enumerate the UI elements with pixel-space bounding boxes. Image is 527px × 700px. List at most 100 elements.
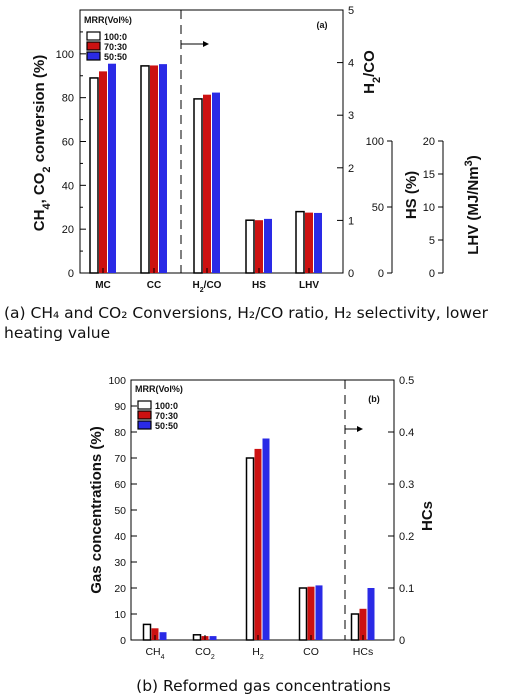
b-panel-label: (b) (368, 394, 380, 404)
b-right-tick-label: 0.4 (399, 427, 414, 439)
b-right-tick-label: 0.5 (399, 375, 414, 387)
b-right-tick-label: 0 (399, 635, 405, 647)
caption-a: (a) CH₄ and CO₂ Conversions, H₂/CO ratio… (4, 304, 488, 342)
a-right1-tick-label: 3 (348, 110, 354, 122)
a-left-tick-label: 80 (62, 93, 74, 105)
b-legend-label-3: 50:50 (155, 421, 178, 431)
b-right-tick-label: 0.2 (399, 531, 414, 543)
b-bar-co2-1 (192, 634, 202, 641)
b-legend-title: MRR(Vol%) (135, 384, 183, 394)
a-ylabel-left: CH4, CO2 conversion (%) (31, 55, 53, 231)
b-bar-co-2 (307, 586, 315, 640)
b-left-tick-label: 80 (114, 427, 126, 439)
a-bar-h2-co-3 (212, 92, 220, 273)
b-right-tick-label: 0.1 (399, 583, 414, 595)
a-x-tick-label: H2/CO (193, 280, 222, 294)
b-x-tick-label: CH4 (145, 646, 164, 661)
b-legend-label-2: 70:30 (155, 411, 178, 421)
a-left-tick-label: 0 (68, 268, 74, 280)
b-bar-h2-3 (262, 438, 270, 640)
caption-b: (b) Reformed gas concentrations (136, 677, 391, 695)
a-left-tick-label: 40 (62, 180, 74, 192)
a-right3-tick-label: 10 (423, 202, 435, 214)
a-x-tick-label: LHV (299, 280, 319, 291)
b-bar-co-1 (298, 587, 308, 641)
a-ylabel-right3: LHV (MJ/Nm3) (463, 155, 482, 254)
b-bar-hcs-2 (359, 608, 367, 640)
b-legend-swatch-1 (137, 400, 152, 410)
a-bar-cc-1 (140, 65, 150, 274)
b-bar-ch4-1 (142, 623, 152, 641)
b-ylabel-left: Gas concentrations (%) (88, 426, 105, 594)
a-bar-lhv-1 (295, 210, 305, 274)
a-right1-tick-label: 0 (348, 268, 354, 280)
b-bar-hcs-1 (350, 613, 360, 641)
a-bar-mc-2 (99, 71, 107, 273)
a-left-tick-label: 60 (62, 137, 74, 149)
a-right2-tick-label: 100 (366, 136, 384, 148)
a-legend-label-1: 100:0 (104, 32, 127, 42)
a-legend-label-2: 70:30 (104, 42, 127, 52)
b-bar-co2-3 (209, 636, 217, 640)
a-right1-tick-label: 2 (348, 163, 354, 175)
a-x-tick-label: MC (95, 280, 111, 291)
b-left-tick-label: 40 (114, 531, 126, 543)
b-legend-label-1: 100:0 (155, 401, 178, 411)
b-bar-ch4-2 (151, 628, 159, 640)
b-bar-co-3 (315, 585, 323, 640)
b-legend-swatch-2 (137, 410, 152, 420)
b-left-tick-label: 0 (120, 635, 126, 647)
a-right3-tick-label: 5 (429, 235, 435, 247)
b-left-tick-label: 100 (108, 375, 126, 387)
a-right2-tick-label: 0 (378, 268, 384, 280)
b-x-tick-label: HCs (353, 646, 373, 658)
a-bar-h2-co-2 (203, 94, 211, 273)
b-left-tick-label: 60 (114, 479, 126, 491)
a-right1-tick-label: 5 (348, 5, 354, 17)
a-right1-tick-label: 1 (348, 215, 354, 227)
b-bar-ch4-3 (159, 632, 167, 640)
b-left-tick-label: 70 (114, 453, 126, 465)
a-right3-tick-label: 0 (429, 268, 435, 280)
b-legend-swatch-3 (137, 420, 152, 430)
a-bar-cc-2 (150, 65, 158, 274)
a-bar-mc-1 (89, 77, 99, 274)
b-right-tick-label: 0.3 (399, 479, 414, 491)
a-bar-cc-3 (159, 64, 167, 274)
b-bar-h2-1 (245, 457, 255, 641)
a-right3-tick-label: 15 (423, 169, 435, 181)
a-legend-title: MRR(Vol%) (84, 15, 132, 25)
b-left-tick-label: 10 (114, 609, 126, 621)
b-bar-h2-2 (254, 448, 262, 640)
a-legend-swatch-3 (86, 51, 101, 61)
a-right3-tick-label: 20 (423, 136, 435, 148)
b-axis-arrow-head (357, 426, 363, 432)
a-panel-label: (a) (317, 20, 328, 30)
a-bar-lhv-3 (314, 212, 322, 273)
a-x-tick-label: HS (252, 280, 266, 291)
b-left-tick-label: 30 (114, 557, 126, 569)
a-bar-hs-3 (264, 218, 272, 273)
a-legend-swatch-2 (86, 41, 101, 51)
a-bar-h2-co-1 (193, 98, 203, 274)
b-x-tick-label: CO2 (195, 646, 215, 661)
b-ylabel-right: HCs (419, 501, 436, 531)
b-left-tick-label: 50 (114, 505, 126, 517)
b-x-tick-label: CO (303, 646, 319, 658)
a-left-tick-label: 100 (56, 49, 74, 61)
a-ylabel-right2: HS (%) (403, 171, 420, 219)
b-bar-hcs-3 (367, 588, 375, 640)
a-bar-lhv-2 (305, 212, 313, 273)
a-axis-arrow-head (203, 41, 209, 47)
a-x-tick-label: CC (147, 280, 161, 291)
a-bar-hs-2 (255, 220, 263, 273)
a-right2-tick-label: 50 (372, 202, 384, 214)
a-bar-hs-1 (245, 219, 255, 274)
a-ylabel-right1: H2/CO (361, 50, 383, 94)
b-x-tick-label: H2 (252, 646, 264, 661)
b-left-tick-label: 90 (114, 401, 126, 413)
b-left-tick-label: 20 (114, 583, 126, 595)
a-legend-label-3: 50:50 (104, 52, 127, 62)
a-left-tick-label: 20 (62, 224, 74, 236)
